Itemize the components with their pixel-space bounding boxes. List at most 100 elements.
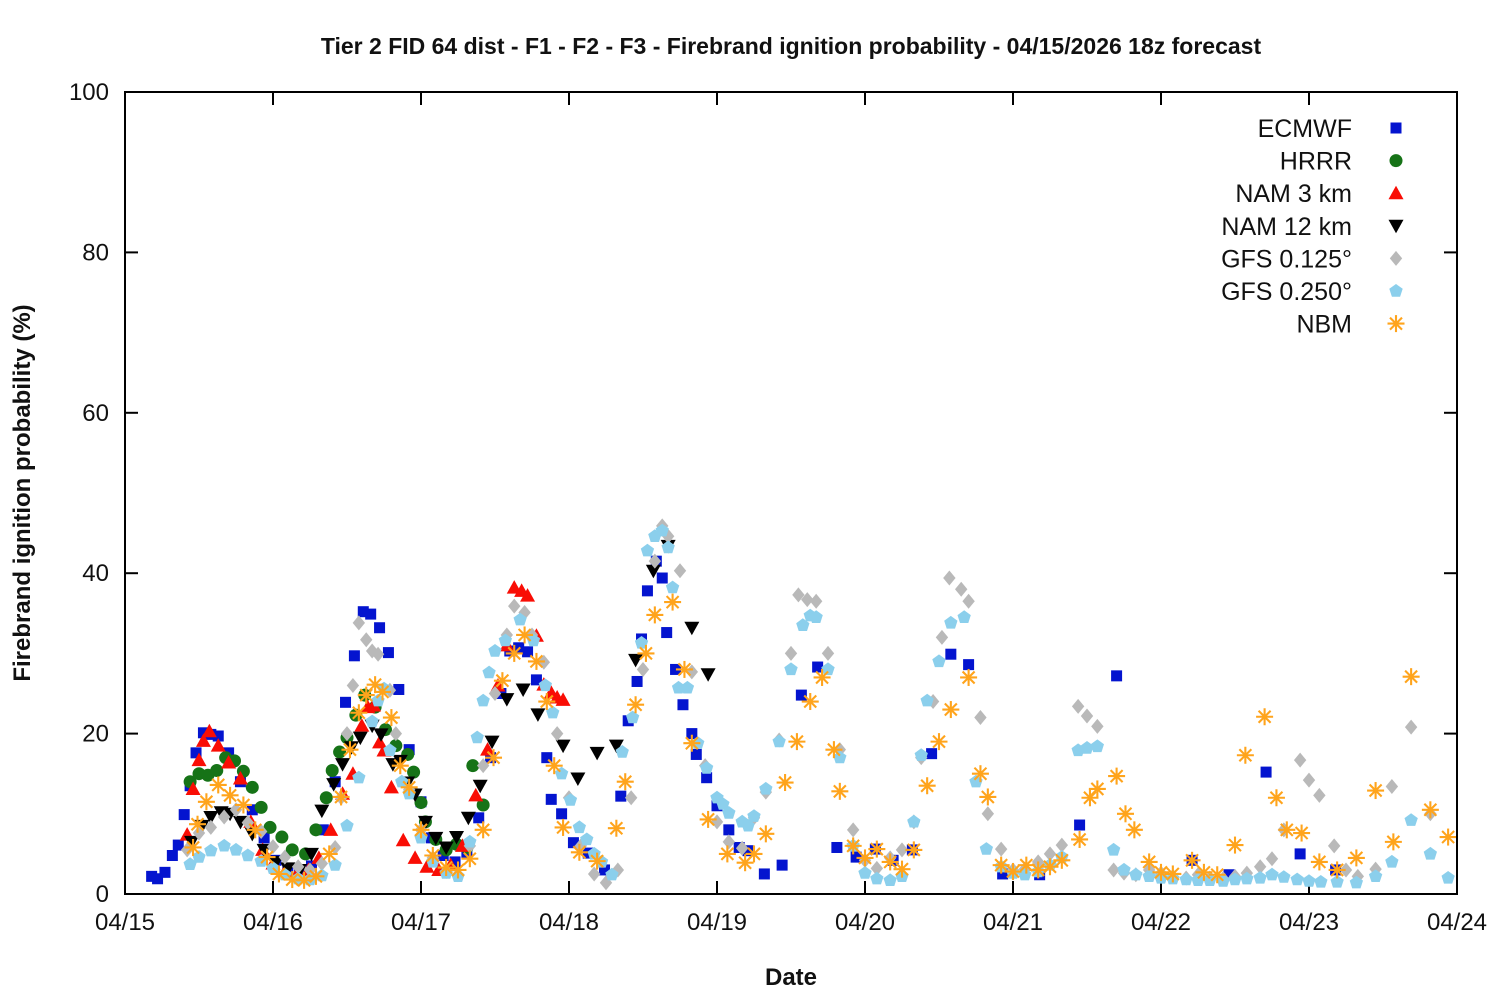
- point: [522, 646, 534, 658]
- point: [270, 865, 288, 883]
- point: [309, 823, 323, 837]
- point: [472, 779, 488, 794]
- point: [930, 733, 948, 751]
- point: [856, 849, 874, 867]
- point: [449, 861, 467, 879]
- point: [546, 705, 560, 719]
- point: [328, 858, 342, 871]
- point: [979, 788, 997, 806]
- point: [723, 824, 735, 836]
- point: [611, 862, 625, 878]
- point: [1090, 739, 1104, 753]
- point: [229, 802, 243, 818]
- point: [759, 781, 773, 795]
- x-tick-label: 04/24: [1427, 909, 1487, 936]
- point: [1267, 789, 1285, 807]
- point: [1208, 866, 1226, 884]
- point: [197, 793, 215, 811]
- point: [513, 612, 527, 626]
- point: [192, 825, 206, 841]
- point: [722, 806, 736, 819]
- point: [1195, 863, 1213, 881]
- point: [1294, 848, 1306, 860]
- point: [1191, 873, 1205, 886]
- point: [357, 606, 369, 618]
- point: [221, 786, 239, 804]
- point: [665, 580, 680, 594]
- point: [407, 765, 421, 779]
- point: [1164, 865, 1182, 883]
- point: [833, 750, 847, 764]
- point: [971, 765, 989, 783]
- point: [1314, 875, 1328, 888]
- point: [686, 728, 698, 740]
- point: [326, 778, 342, 792]
- point: [741, 818, 755, 832]
- point: [291, 859, 305, 875]
- point: [241, 848, 255, 862]
- point: [926, 748, 938, 760]
- point: [792, 587, 805, 603]
- point: [974, 710, 987, 726]
- point: [210, 738, 226, 752]
- point: [641, 585, 653, 597]
- point: [1043, 846, 1057, 862]
- point: [943, 570, 956, 586]
- point: [637, 644, 655, 662]
- legend-label: NAM 3 km: [1235, 180, 1352, 208]
- point: [1055, 837, 1069, 853]
- point: [254, 823, 268, 839]
- point: [460, 811, 476, 826]
- point: [624, 790, 638, 806]
- point: [365, 714, 379, 728]
- point: [1116, 805, 1134, 823]
- y-tick-label: 20: [82, 721, 109, 748]
- point: [438, 841, 454, 855]
- point: [640, 543, 655, 557]
- point: [229, 842, 243, 856]
- point: [570, 772, 586, 787]
- point: [920, 693, 934, 707]
- point: [241, 815, 255, 831]
- point: [955, 581, 968, 597]
- point: [1004, 863, 1022, 881]
- point: [419, 859, 435, 873]
- point: [204, 843, 218, 857]
- point: [488, 686, 502, 701]
- point: [275, 830, 289, 844]
- series-gfs-0-250-: [183, 523, 1455, 889]
- point: [323, 822, 339, 836]
- point: [268, 855, 284, 870]
- point: [246, 821, 264, 839]
- point: [784, 662, 798, 676]
- point: [1384, 833, 1402, 851]
- point: [801, 592, 814, 608]
- point: [320, 845, 338, 863]
- point: [1367, 782, 1385, 800]
- point: [588, 852, 606, 870]
- point: [1240, 871, 1254, 885]
- legend-marker-square-icon: [1390, 122, 1402, 134]
- point: [474, 821, 492, 839]
- point: [742, 845, 754, 857]
- legend-marker-pentagon-icon: [1389, 284, 1403, 297]
- point: [1226, 836, 1244, 854]
- point: [476, 758, 490, 774]
- point: [812, 661, 824, 673]
- point: [587, 866, 601, 882]
- point: [1111, 670, 1123, 682]
- point: [700, 668, 716, 682]
- legend-item-nam-12-km: NAM 12 km: [1221, 213, 1404, 241]
- point: [340, 696, 352, 708]
- point: [382, 709, 400, 727]
- point: [1385, 854, 1399, 868]
- point: [963, 659, 975, 671]
- point: [360, 632, 373, 648]
- point: [499, 693, 515, 707]
- point: [1053, 851, 1071, 869]
- point: [670, 663, 682, 675]
- point: [530, 708, 546, 722]
- point: [463, 834, 477, 848]
- point: [881, 853, 899, 871]
- x-tick-label: 04/22: [1131, 909, 1191, 936]
